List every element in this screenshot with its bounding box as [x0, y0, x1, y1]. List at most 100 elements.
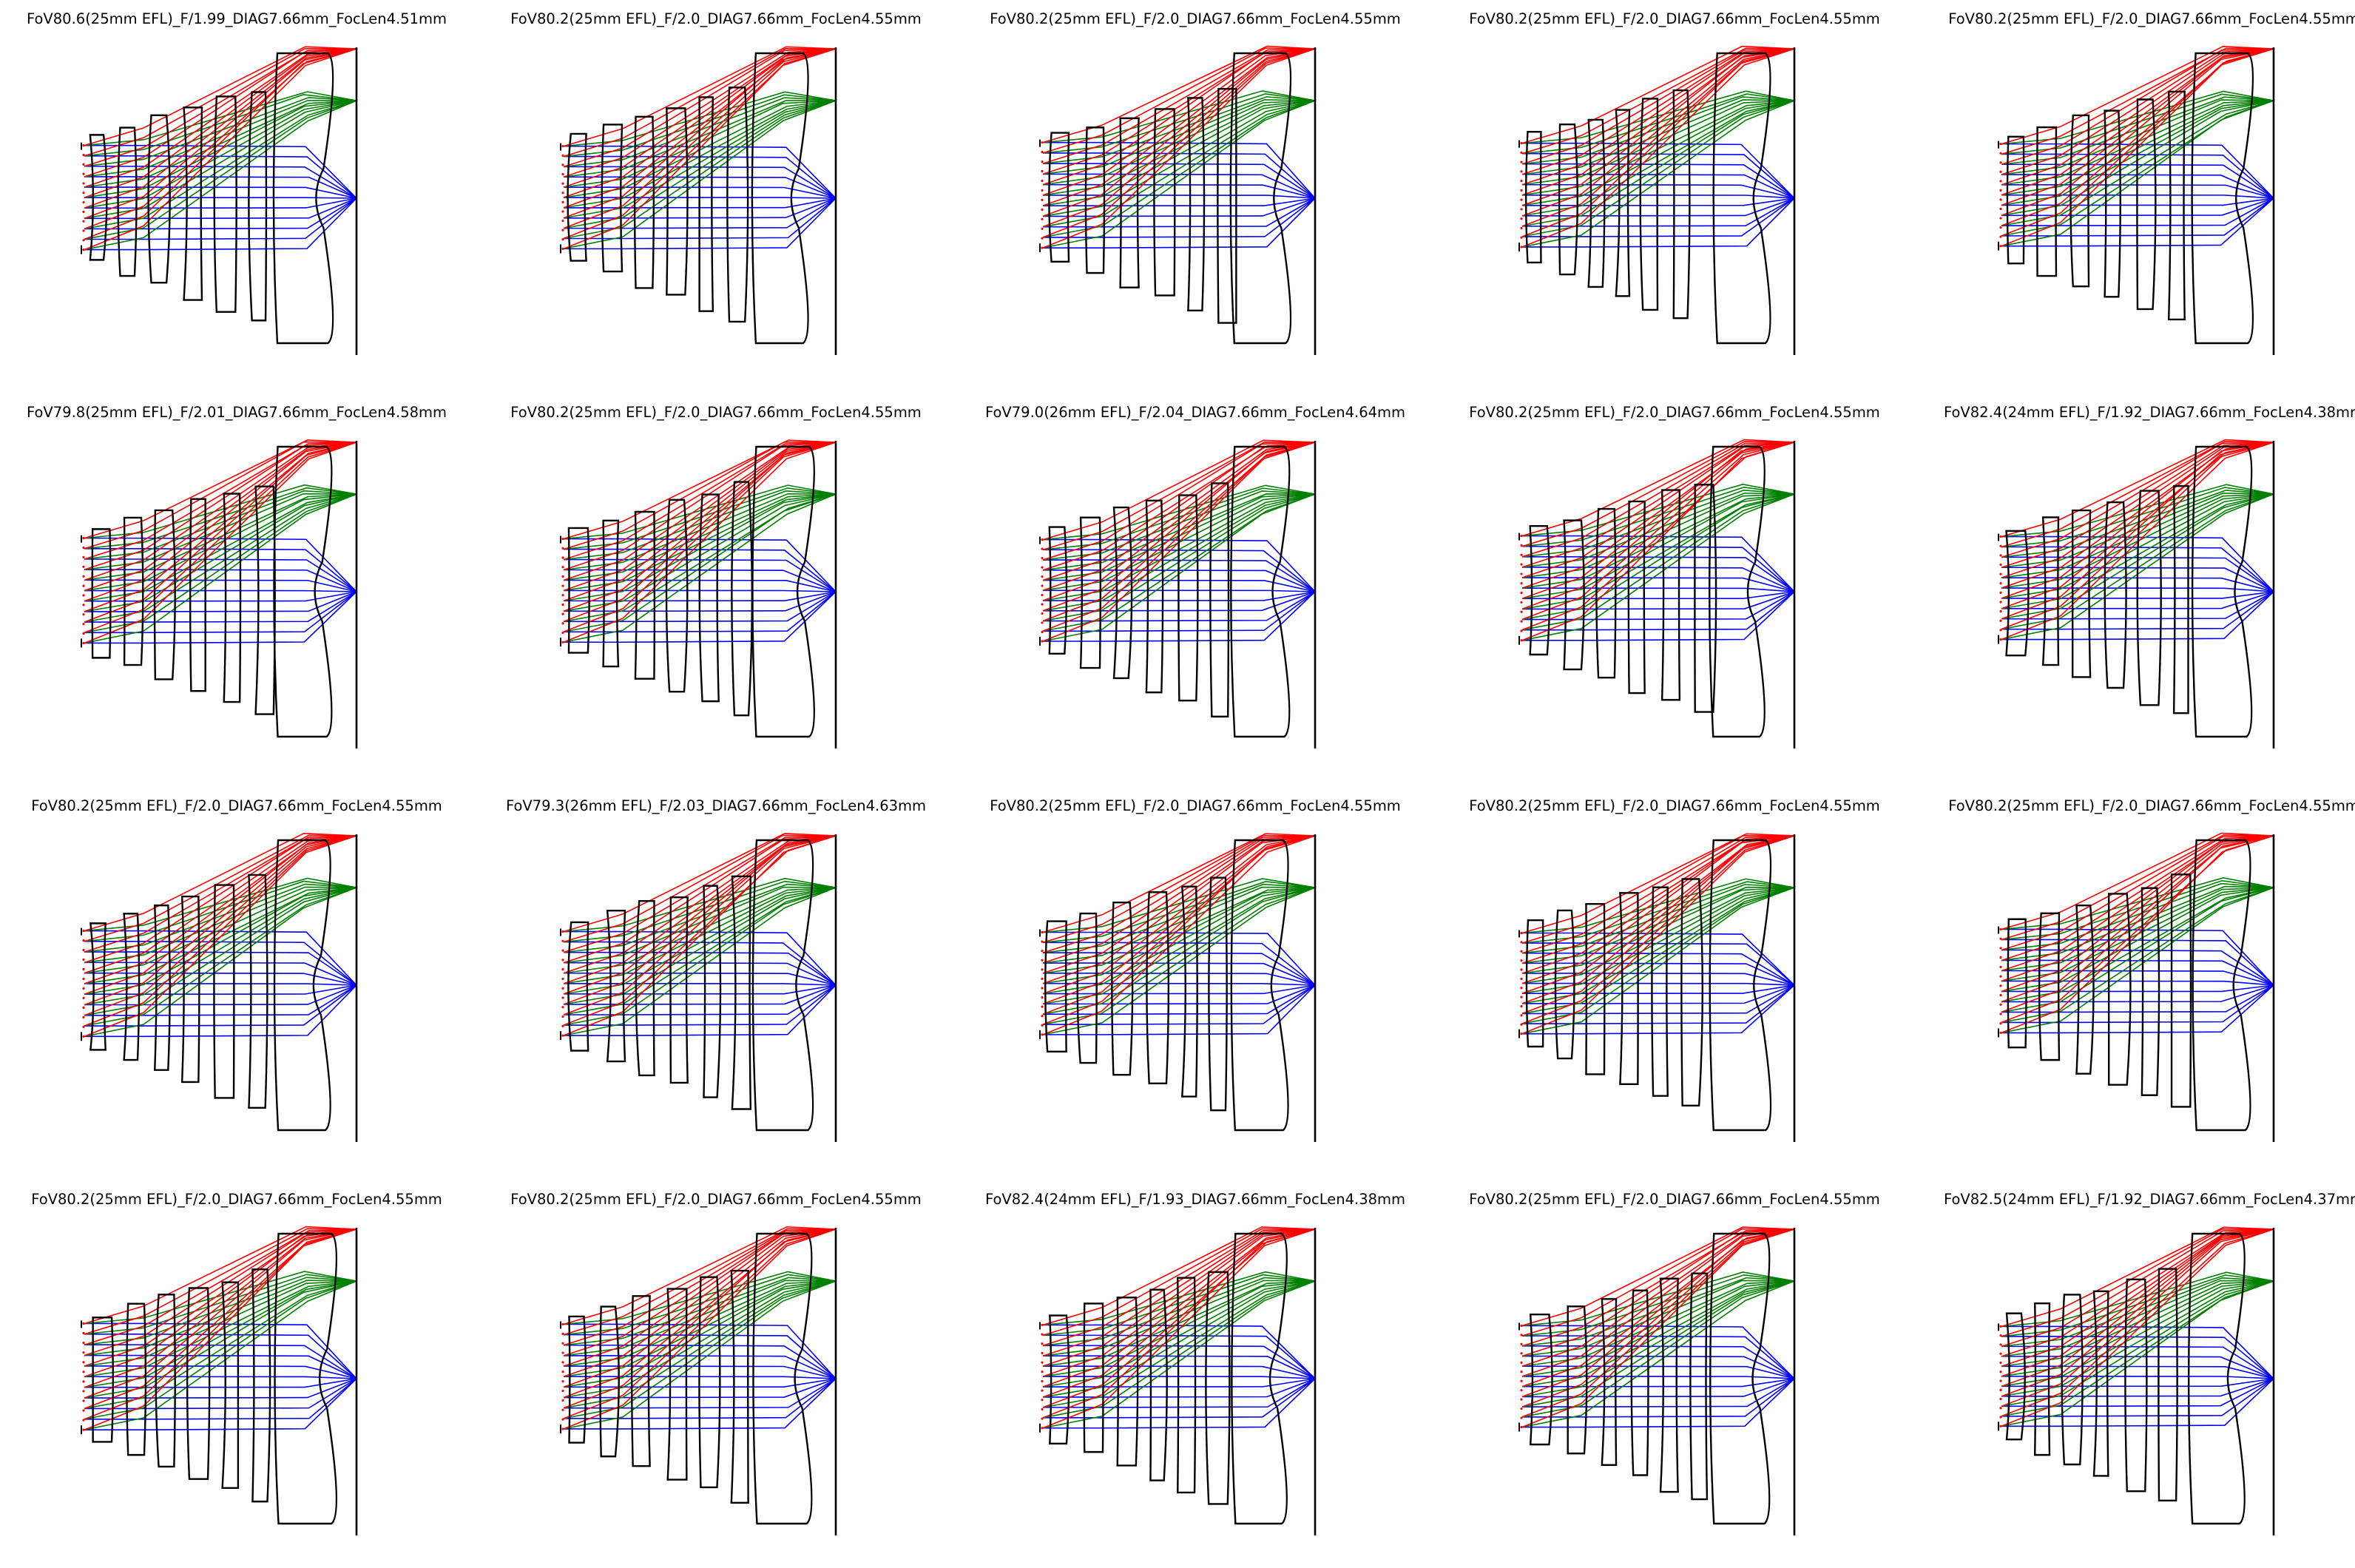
entrance-dot — [1520, 582, 1523, 585]
entrance-dot — [1999, 1003, 2002, 1006]
lens-element — [1177, 1277, 1197, 1494]
full-field-ray — [1042, 48, 1316, 186]
on-axis-ray — [564, 984, 837, 1005]
panel-title: FoV80.2(25mm EFL)_F/2.0_DIAG7.66mm_FocLe… — [1948, 10, 2355, 27]
on-axis-ray — [2001, 1378, 2274, 1417]
entrance-dots — [561, 145, 564, 250]
entrance-dot — [561, 1015, 564, 1018]
on-axis-ray — [1043, 197, 1316, 249]
mid-field-ray — [84, 887, 357, 974]
mid-field-ray — [563, 493, 837, 612]
entrance-dot — [561, 1342, 564, 1345]
mid-field-ray — [84, 94, 357, 157]
ray-fans — [84, 1226, 357, 1430]
entrance-dot — [561, 977, 564, 981]
entrance-dots — [1999, 927, 2002, 1035]
lens-element — [567, 132, 587, 262]
on-axis-ray — [84, 930, 357, 986]
lens-element — [602, 519, 620, 668]
on-axis-ray — [1522, 984, 1795, 1024]
panel-title: FoV80.2(25mm EFL)_F/2.0_DIAG7.66mm_FocLe… — [1469, 797, 1880, 814]
on-axis-ray — [1043, 1378, 1316, 1429]
on-axis-ray — [564, 197, 837, 209]
ray-fans — [2001, 832, 2274, 1034]
on-axis-ray — [564, 197, 837, 250]
lens-element — [1083, 1302, 1104, 1453]
on-axis-ray — [1522, 152, 1795, 199]
on-axis-ray — [1522, 942, 1795, 986]
on-axis-ray — [564, 591, 837, 643]
mid-field-ray — [1042, 887, 1316, 995]
full-field-ray — [1521, 835, 1795, 1015]
mid-field-ray — [1042, 493, 1316, 632]
on-axis-ray — [84, 1344, 357, 1379]
on-axis-ray — [84, 155, 357, 199]
panel-title: FoV80.2(25mm EFL)_F/2.0_DIAG7.66mm_FocLe… — [990, 10, 1401, 27]
entrance-dot — [1041, 950, 1044, 953]
rear-lens-element — [273, 445, 333, 738]
entrance-dot — [1041, 1351, 1044, 1355]
entrance-dot — [1041, 1361, 1044, 1364]
lens-elements — [1048, 445, 1291, 738]
mid-field-ray — [2001, 493, 2274, 589]
entrance-dot — [82, 144, 85, 147]
entrance-dot — [1520, 1407, 1523, 1410]
mid-field-ray — [1521, 93, 1795, 155]
full-field-ray — [1042, 439, 1316, 541]
entrance-dot — [561, 247, 564, 250]
lens-panel: FoV80.2(25mm EFL)_F/2.0_DIAG7.66mm_FocLe… — [479, 0, 950, 388]
on-axis-ray — [2001, 197, 2274, 206]
lens-element — [1659, 1277, 1679, 1493]
lens-element — [1529, 524, 1551, 656]
entrance-dot — [561, 566, 564, 569]
rear-lens-element — [751, 52, 809, 345]
entrance-dot — [82, 1371, 85, 1373]
ray-fans — [1521, 1226, 1795, 1428]
lens-element — [1651, 886, 1669, 1097]
lens-element — [1048, 526, 1068, 655]
on-axis-ray — [1043, 1378, 1316, 1419]
mid-field-ray — [84, 887, 357, 1027]
on-axis-ray — [2001, 197, 2274, 217]
entrance-dot — [82, 967, 85, 971]
entrance-dot — [561, 959, 564, 962]
entrance-dot — [561, 1322, 564, 1326]
mid-field-ray — [563, 97, 837, 168]
entrance-dot — [1520, 591, 1523, 595]
on-axis-ray — [2001, 591, 2274, 641]
entrance-dot — [1041, 1333, 1044, 1336]
lens-elements — [2006, 52, 2254, 345]
full-field-ray — [84, 1229, 357, 1410]
lens-element — [1153, 108, 1176, 297]
mid-field-ray — [1042, 886, 1316, 964]
mid-field-ray — [1042, 887, 1316, 1015]
on-axis-ray — [2001, 1378, 2274, 1427]
on-axis-ray — [1522, 984, 1795, 1035]
full-field-ray — [2001, 835, 2274, 993]
mid-field-ray — [563, 493, 837, 581]
entrance-dot — [1520, 620, 1523, 623]
on-axis-ray — [1043, 163, 1316, 199]
lens-element — [601, 124, 624, 273]
full-field-ray — [1042, 835, 1316, 984]
full-field-ray — [563, 442, 837, 633]
lens-panel: FoV82.4(24mm EFL)_F/1.93_DIAG7.66mm_FocL… — [959, 1180, 1429, 1568]
entrance-dot — [1999, 226, 2002, 229]
entrance-dot — [82, 604, 85, 606]
lens-element — [1585, 903, 1606, 1075]
full-field-ray — [563, 48, 837, 198]
entrance-dot — [82, 1035, 85, 1038]
lens-panel: FoV79.8(25mm EFL)_F/2.01_DIAG7.66mm_FocL… — [0, 393, 470, 781]
ray-fans — [1521, 439, 1795, 641]
mid-field-ray — [1042, 1280, 1316, 1367]
lens-ray-diagram — [1998, 1226, 2275, 1535]
entrance-dot — [561, 1418, 564, 1421]
panel-title: FoV80.2(25mm EFL)_F/2.0_DIAG7.66mm_FocLe… — [1469, 1191, 1880, 1208]
entrance-dot — [1999, 993, 2002, 997]
lens-element — [2124, 1278, 2148, 1493]
mid-field-ray — [1042, 1280, 1316, 1398]
lens-panel: FoV80.2(25mm EFL)_F/2.0_DIAG7.66mm_FocLe… — [0, 787, 470, 1175]
full-field-ray — [563, 1226, 837, 1325]
full-field-ray — [563, 442, 837, 581]
lens-element — [731, 875, 752, 1110]
